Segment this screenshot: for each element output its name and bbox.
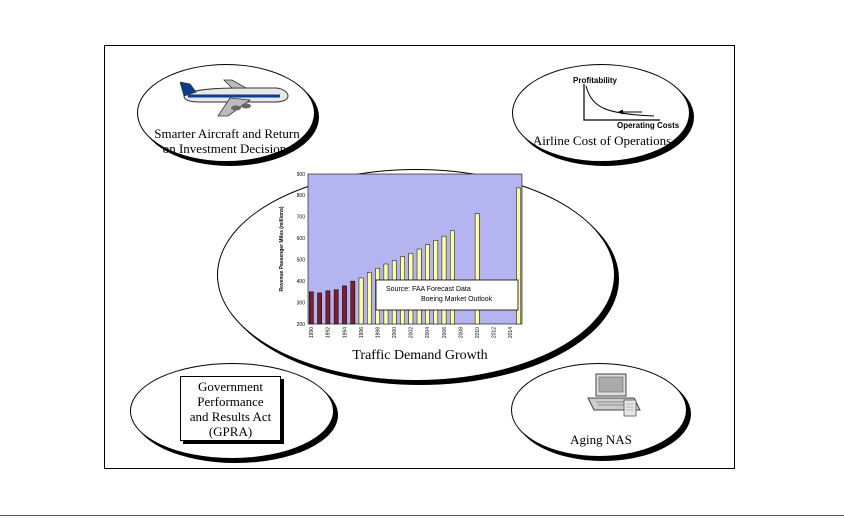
chart-x-tick-label: 2000 <box>392 327 398 338</box>
chart-bar <box>358 277 364 325</box>
chart-x-tick-label: 2008 <box>458 327 464 338</box>
computer-terminal-icon <box>587 373 641 417</box>
chart-bar <box>449 230 455 325</box>
chart-bar <box>342 285 347 325</box>
legend-source-prefix: Source: <box>386 286 410 293</box>
gpra-line2: Performance <box>197 394 264 409</box>
gpra-line1: Government <box>198 379 263 394</box>
gpra-box: Government Performance and Results Act (… <box>180 376 281 441</box>
airline-cost-oval <box>512 64 690 162</box>
chart-x-tick-label: 2010 <box>475 327 481 338</box>
chart-x-tick-label: 1994 <box>342 327 348 338</box>
chart-y-tick-label: 800 <box>297 193 306 199</box>
chart-x-tick-label: 1996 <box>359 327 365 338</box>
aging-nas-caption: Aging NAS <box>570 432 632 447</box>
aircraft-caption-line1: Smarter Aircraft and Return <box>154 126 300 141</box>
chart-bar <box>516 187 522 325</box>
chart-legend: Source: FAA Forecast Data Boeing Market … <box>375 279 519 311</box>
legend-series-faa: FAA Forecast Data <box>412 286 471 293</box>
airplane-icon <box>180 79 289 117</box>
operating-costs-label: Operating Costs <box>617 121 680 130</box>
chart-y-tick-label: 700 <box>297 215 306 221</box>
chart-x-tick-label: 2014 <box>508 327 514 338</box>
aircraft-caption-line2: on Investment Decisions <box>162 141 292 156</box>
chart-y-tick-label: 600 <box>297 236 306 242</box>
chart-y-tick-label: 500 <box>297 258 306 264</box>
chart-y-axis-title: Revenue Passenger Miles (millions) <box>279 206 285 291</box>
bottom-rule <box>0 515 844 516</box>
chart-bar <box>350 280 356 325</box>
gpra-line3: and Results Act <box>189 409 272 424</box>
chart-x-tick-label: 1998 <box>375 327 381 338</box>
chart-x-tick-label: 2006 <box>442 327 448 338</box>
chart-x-tick-label: 1992 <box>326 327 332 338</box>
chart-bar <box>474 213 480 325</box>
chart-bar <box>308 291 314 325</box>
chart-x-tick-label: 1990 <box>309 327 315 338</box>
chart-x-tick-label: 2002 <box>409 327 415 338</box>
traffic-caption: Traffic Demand Growth <box>352 348 488 363</box>
chart-y-tick-label: 300 <box>297 300 306 306</box>
cost-curve-icon <box>583 84 660 121</box>
airline-cost-caption: Airline Cost of Operations <box>532 133 672 148</box>
chart-bar <box>367 272 372 325</box>
profitability-label: Profitability <box>573 76 618 85</box>
traffic-demand-chart: 200 300 400 500 600 700 800 900 1990 1992 1994 199… <box>279 172 523 338</box>
chart-bar <box>333 289 339 325</box>
slide-frame <box>104 45 735 469</box>
chart-bar <box>325 290 331 325</box>
chart-y-tick-label: 200 <box>297 322 306 328</box>
chart-x-tick-label: 2012 <box>492 327 498 338</box>
legend-series-boeing: Boeing Market Outlook <box>421 296 493 303</box>
chart-y-tick-label: 400 <box>297 279 306 285</box>
chart-bar <box>317 292 322 325</box>
chart-y-tick-label: 900 <box>297 172 306 178</box>
gpra-line4: (GPRA) <box>208 424 253 439</box>
chart-x-tick-label: 2004 <box>425 327 431 338</box>
